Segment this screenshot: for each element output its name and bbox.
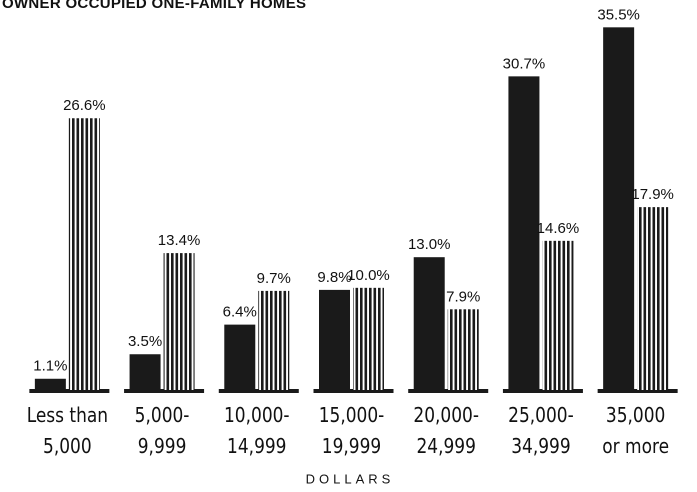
data-label: 10.0% <box>347 267 390 284</box>
bar <box>542 240 574 390</box>
data-label: 13.0% <box>408 236 451 253</box>
data-label: 9.8% <box>317 269 351 286</box>
x-tick-label: 35,000 <box>606 405 665 428</box>
bar <box>413 257 445 390</box>
x-tick-label: 19,999 <box>322 436 381 459</box>
baseline <box>502 389 583 393</box>
bar <box>637 207 669 390</box>
x-tick-label: 5,000- <box>135 405 190 428</box>
x-tick-label: or more <box>602 436 669 459</box>
bar <box>353 287 384 390</box>
x-tick-label: 14,999 <box>227 436 286 459</box>
x-tick-label: 25,000- <box>508 405 574 428</box>
x-tick-label: 15,000- <box>319 405 385 428</box>
x-tick-label: Less than <box>27 405 108 428</box>
x-tick-label: 5,000 <box>43 436 92 459</box>
baseline <box>124 389 205 393</box>
baseline <box>408 389 489 393</box>
bar <box>68 118 100 390</box>
bar <box>508 76 540 391</box>
bar <box>319 289 350 390</box>
data-label: 14.6% <box>537 220 580 237</box>
x-tick-label: 20,000- <box>413 405 479 428</box>
x-tick-label: 10,000- <box>224 405 290 428</box>
baseline <box>29 389 110 393</box>
data-label: 7.9% <box>446 288 480 305</box>
x-axis-label: DOLLARS <box>306 471 395 486</box>
bar <box>34 378 66 390</box>
bar <box>129 354 161 390</box>
bar <box>163 253 195 390</box>
bar <box>224 324 256 390</box>
data-label: 3.5% <box>128 333 162 350</box>
bar <box>603 27 635 391</box>
data-label: 26.6% <box>63 97 106 114</box>
data-label: 30.7% <box>503 55 546 72</box>
data-label: 35.5% <box>597 6 640 23</box>
baseline <box>597 389 678 393</box>
x-tick-label: 9,999 <box>138 436 187 459</box>
data-label: 17.9% <box>631 186 674 203</box>
x-tick-label: 24,999 <box>416 436 475 459</box>
data-label: 9.7% <box>257 270 291 287</box>
baseline <box>218 389 299 393</box>
chart-title: OWNER OCCUPIED ONE-FAMILY HOMES <box>2 0 306 12</box>
baseline <box>313 389 394 393</box>
bar <box>447 309 479 390</box>
data-label: 6.4% <box>223 304 257 321</box>
x-tick-label: 34,999 <box>511 436 570 459</box>
data-label: 1.1% <box>33 358 67 375</box>
data-label: 13.4% <box>158 232 201 249</box>
bar <box>258 290 290 390</box>
